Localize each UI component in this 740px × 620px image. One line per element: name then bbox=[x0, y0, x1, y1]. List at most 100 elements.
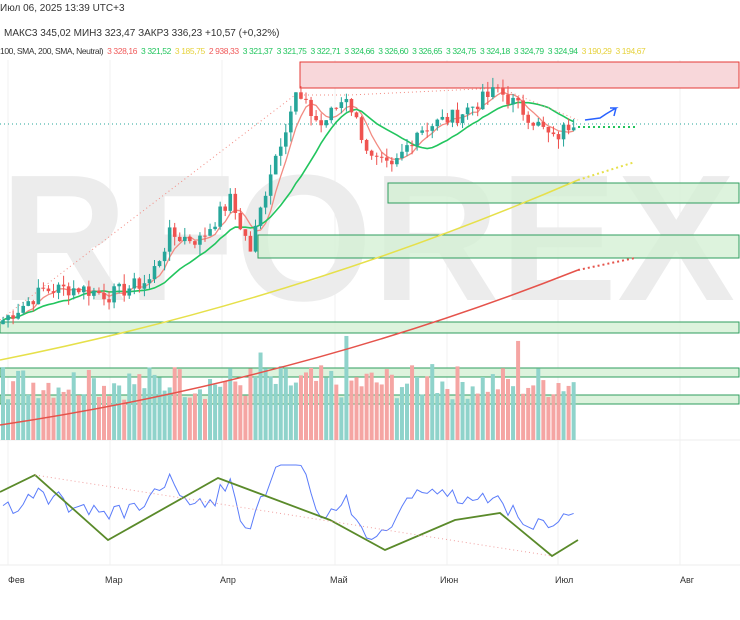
candle[interactable] bbox=[1, 320, 5, 325]
candle[interactable] bbox=[142, 283, 147, 289]
candle[interactable] bbox=[516, 97, 520, 101]
candle[interactable] bbox=[152, 266, 157, 280]
candle[interactable] bbox=[92, 290, 96, 296]
candle[interactable] bbox=[112, 286, 116, 303]
oscillator-trendline[interactable] bbox=[34, 474, 553, 557]
candle[interactable] bbox=[496, 87, 500, 89]
candle[interactable] bbox=[36, 287, 41, 305]
candle[interactable] bbox=[132, 278, 137, 289]
candle[interactable] bbox=[268, 174, 273, 196]
candle[interactable] bbox=[551, 132, 556, 135]
candle[interactable] bbox=[193, 241, 197, 245]
candle[interactable] bbox=[278, 146, 283, 156]
candle[interactable] bbox=[385, 157, 389, 161]
candle[interactable] bbox=[309, 99, 313, 117]
candle[interactable] bbox=[172, 227, 177, 237]
candle[interactable] bbox=[465, 107, 470, 115]
candle[interactable] bbox=[450, 109, 455, 123]
candle[interactable] bbox=[556, 134, 561, 140]
candle[interactable] bbox=[177, 236, 182, 242]
oscillator-zigzag[interactable] bbox=[0, 473, 579, 558]
candle[interactable] bbox=[506, 94, 510, 105]
candle[interactable] bbox=[521, 100, 525, 115]
candle[interactable] bbox=[253, 225, 258, 252]
candle[interactable] bbox=[233, 193, 238, 213]
candle[interactable] bbox=[445, 116, 450, 123]
candle[interactable] bbox=[66, 286, 71, 296]
candle[interactable] bbox=[21, 305, 25, 313]
candle[interactable] bbox=[56, 284, 61, 293]
candle[interactable] bbox=[364, 139, 369, 151]
candle[interactable] bbox=[16, 312, 20, 319]
candle[interactable] bbox=[107, 299, 111, 303]
candle[interactable] bbox=[486, 91, 490, 97]
candle[interactable] bbox=[122, 283, 126, 296]
trend-line[interactable] bbox=[0, 87, 579, 321]
support-zone[interactable] bbox=[387, 182, 740, 204]
support-zone[interactable] bbox=[0, 321, 740, 334]
candle[interactable] bbox=[395, 158, 399, 165]
candle[interactable] bbox=[304, 98, 308, 100]
candle[interactable] bbox=[289, 111, 293, 133]
candle[interactable] bbox=[243, 229, 248, 236]
support-zone[interactable] bbox=[257, 234, 740, 259]
candle[interactable] bbox=[405, 145, 409, 152]
candle[interactable] bbox=[435, 119, 440, 127]
candle[interactable] bbox=[11, 315, 15, 319]
candle[interactable] bbox=[420, 130, 424, 133]
candle[interactable] bbox=[541, 121, 546, 127]
candle[interactable] bbox=[400, 151, 404, 159]
candle[interactable] bbox=[188, 236, 192, 242]
candle[interactable] bbox=[475, 106, 480, 110]
candle[interactable] bbox=[314, 116, 318, 121]
candle[interactable] bbox=[162, 251, 167, 262]
candle[interactable] bbox=[329, 107, 334, 121]
candle[interactable] bbox=[344, 98, 349, 103]
support-zone[interactable] bbox=[0, 367, 740, 378]
candle[interactable] bbox=[536, 121, 541, 126]
candle[interactable] bbox=[566, 124, 571, 131]
candle[interactable] bbox=[284, 132, 288, 147]
candle[interactable] bbox=[127, 288, 132, 296]
forecast-arrow-icon[interactable] bbox=[584, 107, 619, 121]
candle[interactable] bbox=[501, 88, 505, 95]
candle[interactable] bbox=[71, 288, 76, 296]
candle[interactable] bbox=[263, 195, 268, 208]
candle[interactable] bbox=[369, 150, 374, 156]
candle[interactable] bbox=[379, 156, 384, 158]
candle[interactable] bbox=[546, 126, 551, 133]
candle[interactable] bbox=[374, 155, 379, 157]
candle[interactable] bbox=[349, 98, 354, 113]
candle[interactable] bbox=[273, 155, 278, 175]
candle[interactable] bbox=[339, 102, 344, 108]
candle[interactable] bbox=[455, 109, 460, 124]
candle[interactable] bbox=[470, 106, 475, 108]
candle[interactable] bbox=[425, 130, 429, 132]
candle[interactable] bbox=[61, 284, 66, 287]
candle[interactable] bbox=[208, 229, 212, 236]
candle[interactable] bbox=[31, 301, 36, 305]
candle[interactable] bbox=[480, 91, 485, 110]
candle[interactable] bbox=[213, 226, 217, 230]
candle[interactable] bbox=[561, 124, 566, 140]
candle[interactable] bbox=[334, 107, 339, 109]
candle[interactable] bbox=[390, 160, 394, 165]
candle[interactable] bbox=[460, 114, 465, 124]
support-zone[interactable] bbox=[0, 394, 740, 405]
candle[interactable] bbox=[82, 286, 86, 293]
candle[interactable] bbox=[511, 97, 515, 105]
candle[interactable] bbox=[258, 207, 263, 226]
candle[interactable] bbox=[491, 87, 495, 97]
candle[interactable] bbox=[117, 283, 121, 287]
candle[interactable] bbox=[531, 122, 536, 126]
candle[interactable] bbox=[238, 212, 243, 230]
candle[interactable] bbox=[248, 235, 253, 252]
candle[interactable] bbox=[294, 92, 298, 112]
candle[interactable] bbox=[6, 315, 10, 321]
resistance-zone[interactable] bbox=[299, 61, 740, 89]
candle[interactable] bbox=[198, 235, 202, 245]
candle[interactable] bbox=[147, 279, 152, 284]
candle[interactable] bbox=[183, 236, 187, 242]
candle[interactable] bbox=[319, 120, 323, 126]
